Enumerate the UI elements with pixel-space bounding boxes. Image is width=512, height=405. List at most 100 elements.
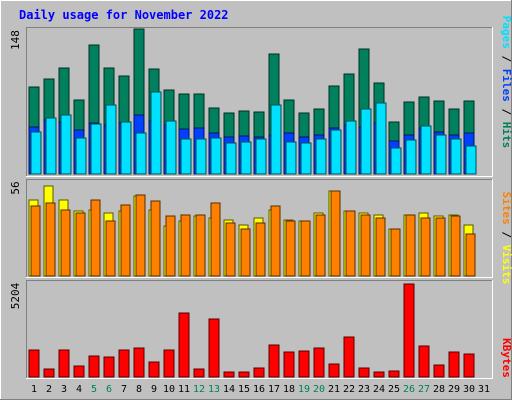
bar-kbytes-day-16 xyxy=(253,367,265,378)
bar-kbytes-day-17 xyxy=(268,344,280,378)
bar-kbytes-day-10 xyxy=(163,349,175,378)
y-max-label-hits: 148 xyxy=(9,30,22,50)
right-label-pages-files-hits: Pages / Files / Hits xyxy=(500,16,512,149)
y-max-label-kbytes: 5204 xyxy=(9,282,22,309)
day-label-27: 27 xyxy=(418,384,430,395)
label-sep3: / xyxy=(500,225,512,245)
bar-sites-day-21 xyxy=(330,190,341,277)
bar-sites-day-29 xyxy=(450,215,461,277)
bar-sites-day-24 xyxy=(375,217,386,277)
day-label-3: 3 xyxy=(61,384,67,395)
bar-pages-day-17 xyxy=(270,104,282,175)
day-label-4: 4 xyxy=(76,384,82,395)
bar-pages-day-9 xyxy=(150,91,162,175)
day-label-15: 15 xyxy=(238,384,250,395)
bar-sites-day-19 xyxy=(300,220,311,277)
bar-sites-day-17 xyxy=(270,205,281,277)
bar-sites-day-9 xyxy=(150,200,161,277)
bar-kbytes-day-15 xyxy=(238,371,250,378)
bar-kbytes-day-18 xyxy=(283,351,295,378)
day-label-2: 2 xyxy=(46,384,52,395)
label-sep2: / xyxy=(500,102,512,122)
bar-pages-day-3 xyxy=(60,114,72,175)
bar-kbytes-day-14 xyxy=(223,371,235,378)
panel-hits-files-pages-border xyxy=(26,27,493,177)
label-visits: Visits xyxy=(500,245,512,285)
day-label-26: 26 xyxy=(403,384,415,395)
bar-kbytes-day-1 xyxy=(28,349,40,378)
bar-sites-day-20 xyxy=(315,214,326,277)
bar-kbytes-day-28 xyxy=(433,364,445,378)
bar-sites-day-22 xyxy=(345,210,356,277)
bar-pages-day-30 xyxy=(465,145,477,175)
bar-sites-day-15 xyxy=(240,228,251,277)
x-axis-day-labels: 1 2 3 4 5 6 7 8 9 10 11 12 13 14 15 16 17 18 19 20 21 22 23 24 2… xyxy=(31,384,490,395)
bar-kbytes-day-3 xyxy=(58,349,70,378)
bar-kbytes-day-22 xyxy=(343,336,355,378)
bar-kbytes-day-5 xyxy=(88,355,100,378)
bar-sites-day-4 xyxy=(75,212,86,277)
bar-pages-day-1 xyxy=(30,131,42,175)
day-label-5: 5 xyxy=(91,384,97,395)
day-label-9: 9 xyxy=(151,384,157,395)
bar-kbytes-day-23 xyxy=(358,367,370,378)
bar-sites-day-23 xyxy=(360,214,371,277)
bar-kbytes-day-4 xyxy=(73,365,85,378)
day-label-16: 16 xyxy=(253,384,265,395)
bar-sites-day-16 xyxy=(255,222,266,277)
day-label-12: 12 xyxy=(193,384,205,395)
bar-sites-day-26 xyxy=(405,214,416,277)
day-label-18: 18 xyxy=(283,384,295,395)
day-label-13: 13 xyxy=(208,384,220,395)
day-label-24: 24 xyxy=(373,384,385,395)
bar-kbytes-day-6 xyxy=(103,356,115,378)
day-label-20: 20 xyxy=(313,384,325,395)
bar-kbytes-day-24 xyxy=(373,371,385,378)
bar-sites-day-3 xyxy=(60,209,71,277)
day-label-1: 1 xyxy=(31,384,37,395)
bar-sites-day-6 xyxy=(105,220,116,277)
label-sites: Sites xyxy=(500,192,512,225)
bar-pages-day-10 xyxy=(165,120,177,175)
bar-pages-day-12 xyxy=(195,138,207,175)
bar-kbytes-day-19 xyxy=(298,350,310,378)
panel-kbytes-bars xyxy=(28,283,475,378)
bar-kbytes-day-8 xyxy=(133,347,145,378)
bar-sites-day-27 xyxy=(420,217,431,277)
day-label-17: 17 xyxy=(268,384,280,395)
bar-pages-day-8 xyxy=(135,132,147,175)
bar-sites-day-8 xyxy=(135,194,146,277)
bar-pages-day-5 xyxy=(90,123,102,175)
day-label-25: 25 xyxy=(388,384,400,395)
bar-sites-day-7 xyxy=(120,204,131,277)
day-label-7: 7 xyxy=(121,384,127,395)
bar-kbytes-day-29 xyxy=(448,351,460,378)
panel-visits-sites-bars xyxy=(28,185,476,277)
bar-sites-day-5 xyxy=(90,199,101,277)
bar-kbytes-day-12 xyxy=(193,368,205,378)
right-label-kbytes: KBytes xyxy=(500,338,512,378)
bar-pages-day-19 xyxy=(300,142,312,175)
bar-kbytes-day-27 xyxy=(418,345,430,378)
day-label-31: 31 xyxy=(478,384,490,395)
bar-kbytes-day-2 xyxy=(43,368,55,378)
bar-pages-day-28 xyxy=(435,134,447,175)
label-sep1: / xyxy=(500,49,512,69)
chart-title: Daily usage for November 2022 xyxy=(19,8,229,22)
label-hits: Hits xyxy=(500,122,512,149)
bar-pages-day-21 xyxy=(330,129,342,175)
y-max-label-visits: 56 xyxy=(9,181,22,194)
bar-sites-day-12 xyxy=(195,214,206,277)
bar-pages-day-22 xyxy=(345,120,357,175)
day-label-21: 21 xyxy=(328,384,340,395)
bar-pages-day-2 xyxy=(45,117,57,175)
day-label-28: 28 xyxy=(433,384,445,395)
bar-sites-day-11 xyxy=(180,214,191,277)
bar-pages-day-15 xyxy=(240,141,252,175)
bar-sites-day-30 xyxy=(465,233,476,277)
bar-kbytes-day-13 xyxy=(208,318,220,378)
bar-kbytes-day-20 xyxy=(313,347,325,378)
day-label-29: 29 xyxy=(448,384,460,395)
bar-sites-day-14 xyxy=(225,222,236,277)
